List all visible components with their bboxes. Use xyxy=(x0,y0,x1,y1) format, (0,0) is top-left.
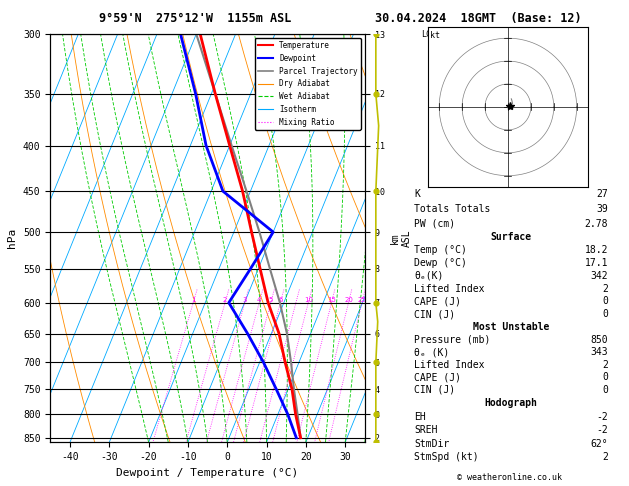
Text: 6: 6 xyxy=(278,297,282,303)
Text: 0: 0 xyxy=(602,372,608,382)
Text: StmDir: StmDir xyxy=(414,439,449,449)
Text: StmSpd (kt): StmSpd (kt) xyxy=(414,452,479,462)
Text: 9°59'N  275°12'W  1155m ASL: 9°59'N 275°12'W 1155m ASL xyxy=(99,12,291,25)
Text: -2: -2 xyxy=(596,425,608,435)
Text: SREH: SREH xyxy=(414,425,438,435)
Text: 343: 343 xyxy=(591,347,608,357)
Text: CAPE (J): CAPE (J) xyxy=(414,296,461,307)
Text: 4: 4 xyxy=(257,297,262,303)
Text: 27: 27 xyxy=(596,190,608,199)
Text: © weatheronline.co.uk: © weatheronline.co.uk xyxy=(457,473,562,482)
Text: 10: 10 xyxy=(304,297,313,303)
Text: Dewp (°C): Dewp (°C) xyxy=(414,258,467,268)
Text: 15: 15 xyxy=(327,297,336,303)
Text: θₑ(K): θₑ(K) xyxy=(414,271,443,281)
Text: Pressure (mb): Pressure (mb) xyxy=(414,334,491,345)
Text: 18.2: 18.2 xyxy=(584,245,608,255)
Text: 30.04.2024  18GMT  (Base: 12): 30.04.2024 18GMT (Base: 12) xyxy=(375,12,581,25)
Text: CIN (J): CIN (J) xyxy=(414,385,455,395)
Text: 3: 3 xyxy=(243,297,247,303)
Text: Totals Totals: Totals Totals xyxy=(414,204,491,214)
Text: CAPE (J): CAPE (J) xyxy=(414,372,461,382)
X-axis label: Dewpoint / Temperature (°C): Dewpoint / Temperature (°C) xyxy=(116,468,299,478)
Text: 20: 20 xyxy=(344,297,353,303)
Text: 5: 5 xyxy=(269,297,273,303)
Text: 0: 0 xyxy=(602,385,608,395)
Text: Most Unstable: Most Unstable xyxy=(473,322,549,332)
Text: 62°: 62° xyxy=(591,439,608,449)
Text: Surface: Surface xyxy=(491,232,532,243)
Text: 1: 1 xyxy=(191,297,196,303)
Text: 2: 2 xyxy=(223,297,227,303)
Text: 2.78: 2.78 xyxy=(584,219,608,228)
Text: -2: -2 xyxy=(596,412,608,421)
Text: Lifted Index: Lifted Index xyxy=(414,360,484,370)
Text: 0: 0 xyxy=(602,309,608,319)
Text: EH: EH xyxy=(414,412,426,421)
Text: 17.1: 17.1 xyxy=(584,258,608,268)
Legend: Temperature, Dewpoint, Parcel Trajectory, Dry Adiabat, Wet Adiabat, Isotherm, Mi: Temperature, Dewpoint, Parcel Trajectory… xyxy=(255,38,361,130)
Text: 342: 342 xyxy=(591,271,608,281)
Text: Lifted Index: Lifted Index xyxy=(414,284,484,294)
Y-axis label: hPa: hPa xyxy=(8,228,18,248)
Text: 25: 25 xyxy=(357,297,366,303)
Text: 2: 2 xyxy=(602,452,608,462)
Text: 0: 0 xyxy=(602,296,608,307)
Text: 2: 2 xyxy=(602,284,608,294)
Y-axis label: km
ASL: km ASL xyxy=(390,229,412,247)
Text: Temp (°C): Temp (°C) xyxy=(414,245,467,255)
Text: PW (cm): PW (cm) xyxy=(414,219,455,228)
Text: 2: 2 xyxy=(602,360,608,370)
Text: 850: 850 xyxy=(591,334,608,345)
Text: 39: 39 xyxy=(596,204,608,214)
Text: kt: kt xyxy=(430,31,440,40)
Text: Hodograph: Hodograph xyxy=(484,398,538,408)
Text: K: K xyxy=(414,190,420,199)
Text: θₑ (K): θₑ (K) xyxy=(414,347,449,357)
Text: CIN (J): CIN (J) xyxy=(414,309,455,319)
Text: LCL: LCL xyxy=(421,30,437,38)
